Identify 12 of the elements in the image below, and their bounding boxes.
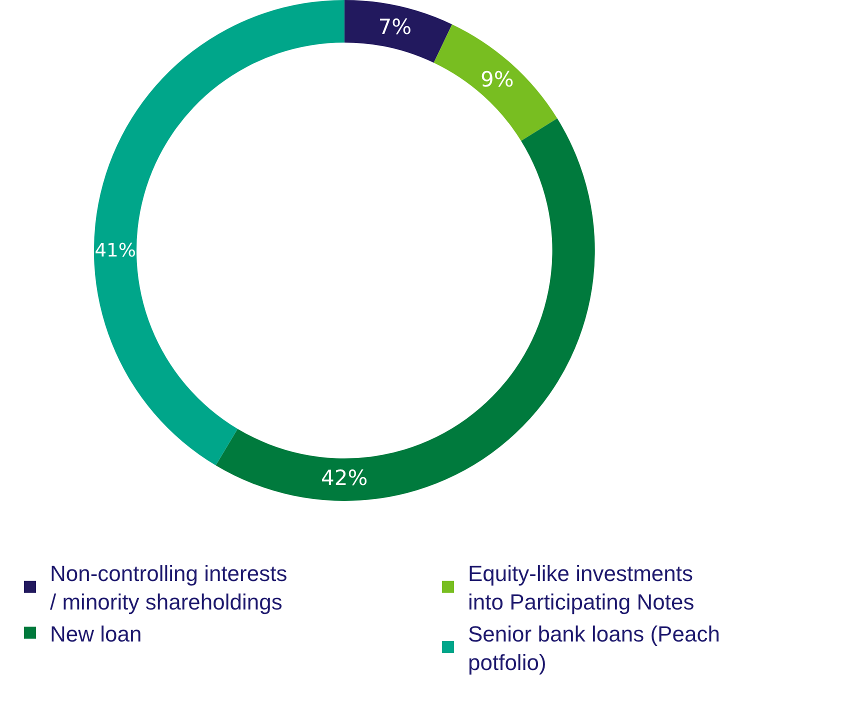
donut-slice: [216, 118, 595, 501]
data-label: 42%: [321, 466, 368, 490]
donut-slice: [94, 0, 344, 466]
legend-label: Non-controlling interests / minority shareholdings: [50, 561, 288, 615]
legend-label: Senior bank loans (Peach potfolio): [468, 621, 720, 675]
donut-slice: [434, 24, 558, 141]
data-label: 9%: [480, 68, 514, 92]
legend-label: Equity-like investments into Participating Notes: [468, 561, 694, 615]
legend-label: New loan: [50, 621, 142, 646]
data-label: 7%: [378, 14, 412, 39]
data-label: 41%: [94, 240, 136, 262]
donut-slice: [344, 0, 452, 63]
